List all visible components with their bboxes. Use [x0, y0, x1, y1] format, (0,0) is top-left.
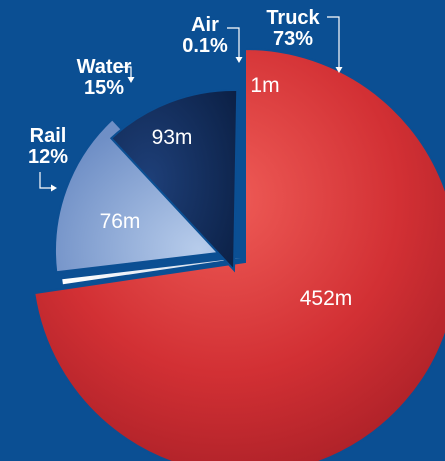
label-water-percent: 15%: [84, 77, 124, 99]
arrow-rail-icon: [51, 184, 57, 192]
value-label-rail: 76m: [100, 210, 141, 233]
value-label-air: 1m: [250, 74, 279, 97]
label-rail-name: Rail: [30, 125, 67, 147]
label-air-percent: 0.1%: [182, 35, 228, 57]
pie-slice-rail: [109, 89, 239, 273]
arrow-air-icon: [235, 57, 243, 63]
leader-line-rail: [39, 172, 53, 189]
label-truck-name: Truck: [266, 7, 320, 29]
leader-line-air: [227, 27, 240, 60]
label-water-name: Water: [77, 56, 132, 78]
pie-slice-air: [62, 258, 242, 285]
label-truck-percent: 73%: [273, 28, 313, 50]
pie-slice-truck: [33, 47, 445, 461]
value-label-truck: 452m: [300, 287, 353, 310]
leader-line-truck: [327, 16, 340, 70]
leader-line-water: [119, 66, 132, 79]
arrow-water-icon: [127, 77, 135, 83]
pie-slices: [33, 47, 445, 461]
label-air-name: Air: [191, 14, 219, 36]
label-rail-percent: 12%: [28, 146, 68, 168]
arrow-truck-icon: [335, 67, 343, 73]
pie-slice-water: [54, 117, 238, 274]
value-label-water: 93m: [152, 126, 193, 149]
